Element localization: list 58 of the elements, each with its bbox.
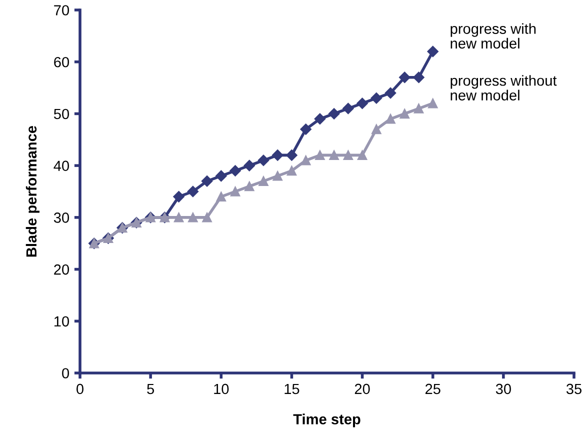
point xyxy=(244,181,254,192)
point xyxy=(272,171,282,181)
point xyxy=(244,160,255,172)
point xyxy=(272,150,284,161)
point xyxy=(343,150,354,160)
point xyxy=(230,165,241,176)
x-tick-label: 0 xyxy=(76,384,84,394)
x-tick-label: 5 xyxy=(147,384,154,394)
point xyxy=(372,124,382,134)
x-tick-label: 30 xyxy=(496,384,511,394)
y-tick-label: 10 xyxy=(54,316,70,327)
y-tick-label: 20 xyxy=(54,264,70,275)
point xyxy=(329,150,339,160)
y-tick-label: 50 xyxy=(54,108,70,120)
point xyxy=(342,102,354,114)
point xyxy=(216,192,226,202)
point xyxy=(258,154,270,166)
point xyxy=(356,98,368,109)
series-label: progress without new model xyxy=(450,75,557,100)
point xyxy=(413,72,424,84)
x-tick-label: 35 xyxy=(566,384,582,394)
x-axis-title: Time step xyxy=(293,414,360,428)
y-tick-label: 30 xyxy=(54,212,70,223)
point xyxy=(386,114,396,124)
x-tick-label: 25 xyxy=(425,384,440,394)
point xyxy=(286,150,298,161)
point xyxy=(258,176,268,186)
point xyxy=(187,186,199,198)
point xyxy=(286,166,297,176)
point xyxy=(314,113,326,125)
x-tick-label: 10 xyxy=(214,384,229,394)
point xyxy=(202,212,212,222)
point xyxy=(370,92,382,104)
point xyxy=(427,46,438,58)
point xyxy=(188,212,198,222)
point xyxy=(384,87,396,99)
point xyxy=(230,186,240,196)
x-tick-label: 15 xyxy=(284,384,300,394)
y-tick-label: 60 xyxy=(54,56,70,68)
y-tick-label: 40 xyxy=(54,160,70,171)
point xyxy=(328,108,340,120)
y-axis-title: Blade performance xyxy=(26,126,40,257)
point xyxy=(400,108,410,119)
x-tick-label: 20 xyxy=(354,384,370,394)
point xyxy=(399,72,410,84)
point xyxy=(300,124,312,135)
y-tick-label: 0 xyxy=(62,368,70,378)
y-tick-label: 70 xyxy=(54,5,70,16)
point xyxy=(174,212,184,222)
point xyxy=(428,98,438,108)
point xyxy=(173,191,184,202)
point xyxy=(315,150,325,160)
point xyxy=(201,176,213,187)
point xyxy=(300,156,311,166)
point xyxy=(357,150,368,160)
point xyxy=(414,104,424,114)
point xyxy=(216,170,227,182)
series-label: progress with new model xyxy=(450,23,536,49)
